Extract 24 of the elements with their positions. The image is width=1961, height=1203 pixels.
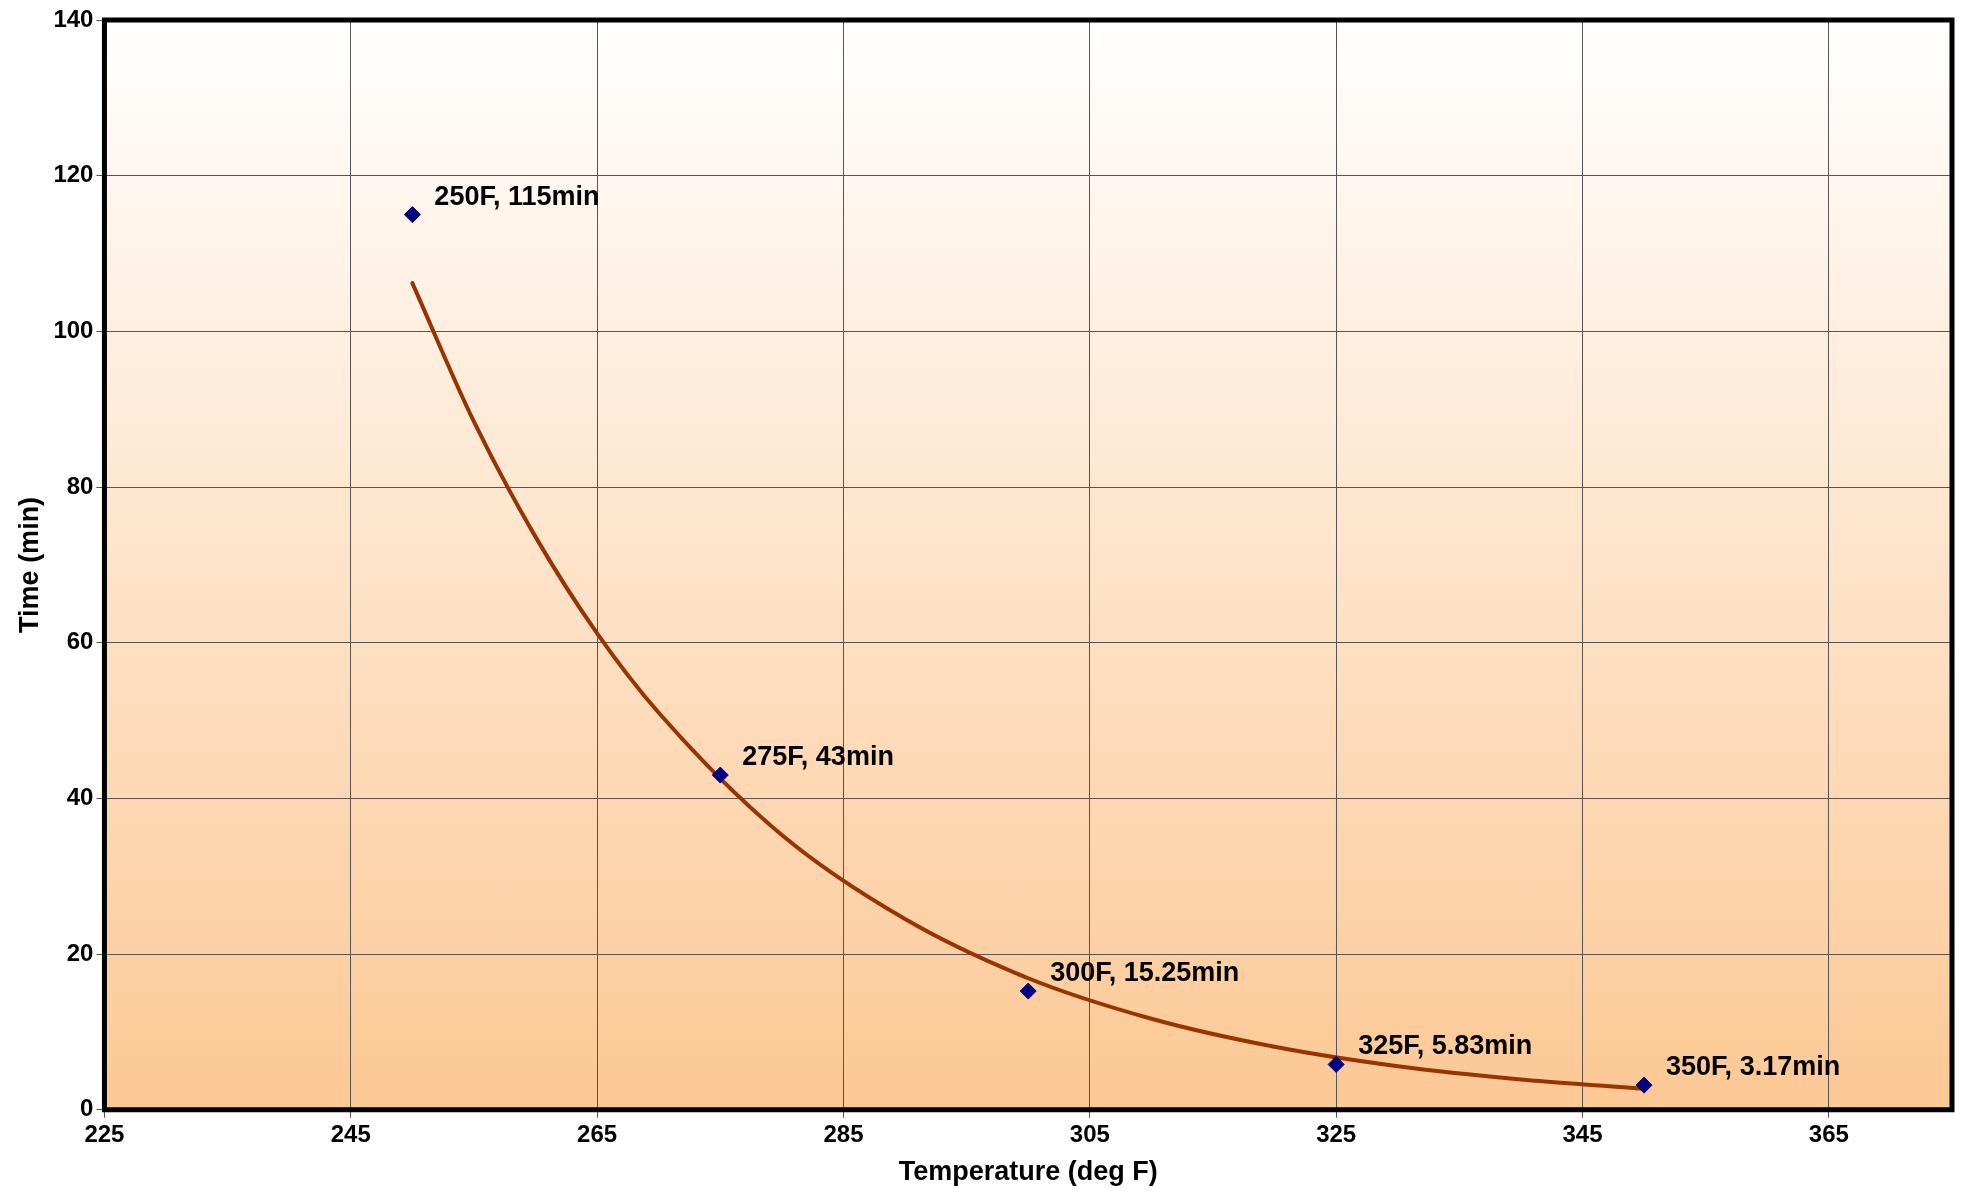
x-tick-label: 285 — [823, 1119, 864, 1147]
y-tick-label: 20 — [66, 938, 94, 966]
annotation: 325F, 5.83min — [1358, 1030, 1533, 1061]
y-tick-label: 140 — [53, 4, 94, 32]
point — [1019, 982, 1037, 1000]
point — [1327, 1055, 1345, 1073]
point — [403, 206, 421, 224]
x-tick-label: 245 — [330, 1119, 371, 1147]
y-tick-label: 0 — [80, 1094, 94, 1122]
x-tick-label: 325 — [1316, 1119, 1357, 1147]
y-tick-label: 100 — [53, 316, 94, 343]
x-tick-label: 345 — [1562, 1119, 1603, 1147]
y-tick-label: 120 — [53, 160, 94, 188]
point — [711, 766, 729, 784]
point — [1635, 1076, 1653, 1094]
x-axis-title: Temperature (deg F) — [898, 1156, 1158, 1187]
y-tick-label: 60 — [66, 627, 94, 655]
y-tick-label: 40 — [66, 783, 94, 811]
x-tick-label: 265 — [577, 1119, 618, 1147]
x-tick-label: 225 — [84, 1119, 125, 1147]
x-tick-label: 305 — [1069, 1119, 1110, 1147]
y-tick-label: 80 — [66, 471, 94, 499]
y-axis-title: Time (min) — [13, 496, 44, 633]
x-tick-label: 365 — [1808, 1119, 1849, 1147]
